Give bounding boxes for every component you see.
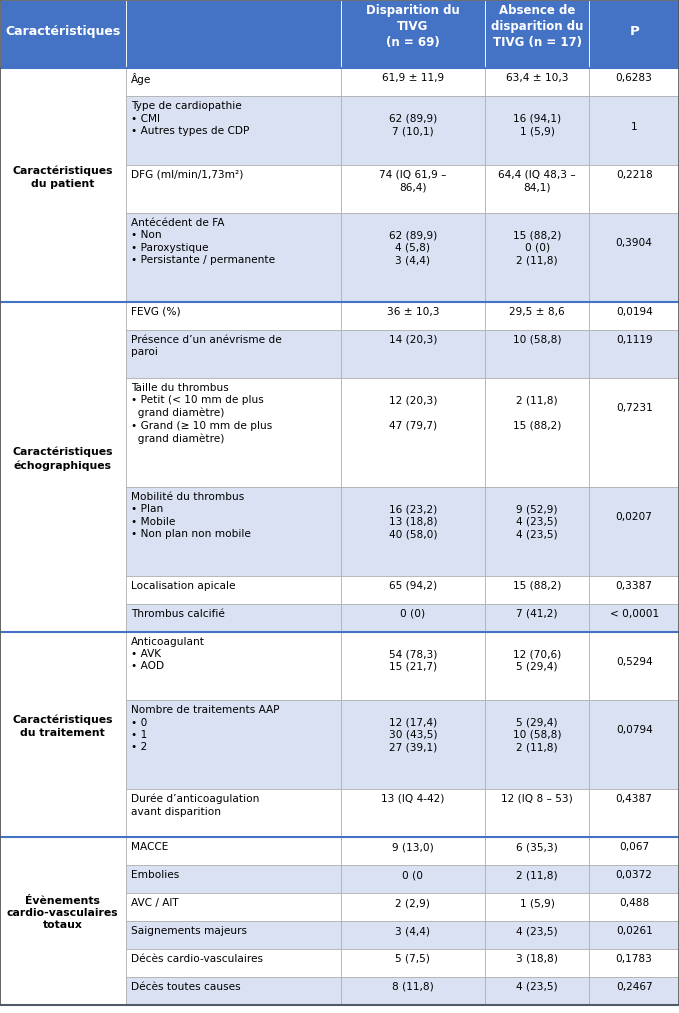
Text: Anticoagulant
• AVK
• AOD: Anticoagulant • AVK • AOD <box>131 637 205 672</box>
Bar <box>341 921 485 949</box>
Bar <box>589 838 679 865</box>
Bar <box>589 487 679 575</box>
Text: 64,4 (IQ 48,3 –
84,1): 64,4 (IQ 48,3 – 84,1) <box>498 170 576 192</box>
Bar <box>126 632 341 700</box>
Bar <box>589 789 679 838</box>
Bar <box>485 789 589 838</box>
Text: DFG (ml/min/1,73m²): DFG (ml/min/1,73m²) <box>131 170 244 180</box>
Bar <box>485 949 589 978</box>
Text: Absence de
disparition du
TIVG (n = 17): Absence de disparition du TIVG (n = 17) <box>491 4 583 49</box>
Bar <box>0 69 126 302</box>
Bar <box>485 978 589 1005</box>
Bar <box>0 302 126 632</box>
Bar <box>589 978 679 1005</box>
Bar <box>589 330 679 378</box>
Bar <box>589 165 679 213</box>
Text: 0,488: 0,488 <box>619 899 649 908</box>
Text: 16 (94,1)
1 (5,9): 16 (94,1) 1 (5,9) <box>513 101 561 136</box>
Text: 0,0261: 0,0261 <box>616 926 653 936</box>
Bar <box>126 893 341 921</box>
Text: 0,3904: 0,3904 <box>616 238 653 248</box>
Text: 15 (88,2): 15 (88,2) <box>513 580 562 591</box>
Bar <box>341 632 485 700</box>
Text: 3 (4,4): 3 (4,4) <box>395 926 430 936</box>
Bar <box>589 302 679 330</box>
Bar <box>341 838 485 865</box>
Text: 9 (52,9)
4 (23,5)
4 (23,5): 9 (52,9) 4 (23,5) 4 (23,5) <box>516 492 558 539</box>
Text: 3 (18,8): 3 (18,8) <box>516 954 558 964</box>
Bar <box>589 632 679 700</box>
Text: 6 (35,3): 6 (35,3) <box>516 842 558 852</box>
Bar <box>341 949 485 978</box>
Bar <box>341 165 485 213</box>
Text: 65 (94,2): 65 (94,2) <box>389 580 437 591</box>
Bar <box>341 700 485 789</box>
Text: 5 (7,5): 5 (7,5) <box>395 954 430 964</box>
Bar <box>341 789 485 838</box>
Bar <box>341 487 485 575</box>
Bar <box>589 575 679 604</box>
Bar <box>485 487 589 575</box>
Text: Caractéristiques
du patient: Caractéristiques du patient <box>12 166 113 188</box>
Bar <box>126 978 341 1005</box>
Bar <box>126 865 341 893</box>
Text: 16 (23,2)
13 (18,8)
40 (58,0): 16 (23,2) 13 (18,8) 40 (58,0) <box>388 492 437 539</box>
Bar <box>126 69 341 96</box>
Bar <box>341 978 485 1005</box>
Bar <box>0 838 126 1005</box>
Bar <box>485 330 589 378</box>
Text: 2 (2,9): 2 (2,9) <box>395 899 430 908</box>
Bar <box>126 921 341 949</box>
Text: 5 (29,4)
10 (58,8)
2 (11,8): 5 (29,4) 10 (58,8) 2 (11,8) <box>513 705 562 753</box>
Bar <box>126 96 341 165</box>
Bar <box>485 893 589 921</box>
Text: 1 (5,9): 1 (5,9) <box>519 899 555 908</box>
Text: 12 (17,4)
30 (43,5)
27 (39,1): 12 (17,4) 30 (43,5) 27 (39,1) <box>388 705 437 753</box>
Text: 0,4387: 0,4387 <box>616 794 653 804</box>
Bar <box>589 378 679 487</box>
Bar <box>341 575 485 604</box>
Bar <box>126 575 341 604</box>
Text: 8 (11,8): 8 (11,8) <box>392 982 434 992</box>
Bar <box>589 69 679 96</box>
Bar <box>341 330 485 378</box>
Text: 10 (58,8): 10 (58,8) <box>513 334 562 344</box>
Bar <box>485 0 589 69</box>
Bar <box>126 949 341 978</box>
Text: 0,1119: 0,1119 <box>616 334 653 344</box>
Text: Taille du thrombus
• Petit (< 10 mm de plus
  grand diamètre)
• Grand (≥ 10 mm d: Taille du thrombus • Petit (< 10 mm de p… <box>131 383 272 444</box>
Text: FEVG (%): FEVG (%) <box>131 307 181 317</box>
Text: 63,4 ± 10,3: 63,4 ± 10,3 <box>506 73 568 83</box>
Bar <box>126 700 341 789</box>
Bar <box>589 213 679 302</box>
Text: 0,2218: 0,2218 <box>616 170 653 180</box>
Bar <box>485 302 589 330</box>
Bar <box>589 96 679 165</box>
Text: Nombre de traitements AAP
• 0
• 1
• 2: Nombre de traitements AAP • 0 • 1 • 2 <box>131 705 280 753</box>
Text: 15 (88,2)
0 (0)
2 (11,8): 15 (88,2) 0 (0) 2 (11,8) <box>513 218 562 265</box>
Text: Disparition du
TIVG
(n = 69): Disparition du TIVG (n = 69) <box>366 4 460 49</box>
Text: Saignements majeurs: Saignements majeurs <box>131 926 247 936</box>
Text: 2 (11,8)

15 (88,2): 2 (11,8) 15 (88,2) <box>513 383 562 431</box>
Text: 9 (13,0): 9 (13,0) <box>392 842 434 852</box>
Text: Évènements
cardio-vasculaires
totaux: Évènements cardio-vasculaires totaux <box>7 895 119 930</box>
Bar <box>341 378 485 487</box>
Bar <box>485 378 589 487</box>
Bar <box>589 865 679 893</box>
Bar <box>485 865 589 893</box>
Bar <box>485 213 589 302</box>
Text: 2 (11,8): 2 (11,8) <box>516 870 558 880</box>
Bar <box>485 575 589 604</box>
Text: 62 (89,9)
4 (5,8)
3 (4,4): 62 (89,9) 4 (5,8) 3 (4,4) <box>388 218 437 265</box>
Text: Caractéristiques: Caractéristiques <box>5 24 120 37</box>
Bar <box>485 838 589 865</box>
Bar <box>341 865 485 893</box>
Bar <box>126 378 341 487</box>
Bar <box>341 96 485 165</box>
Bar <box>126 604 341 632</box>
Text: < 0,0001: < 0,0001 <box>610 609 659 619</box>
Text: AVC / AIT: AVC / AIT <box>131 899 179 908</box>
Text: Caractéristiques
du traitement: Caractéristiques du traitement <box>12 715 113 737</box>
Text: Âge: Âge <box>131 73 151 85</box>
Bar <box>126 0 341 69</box>
